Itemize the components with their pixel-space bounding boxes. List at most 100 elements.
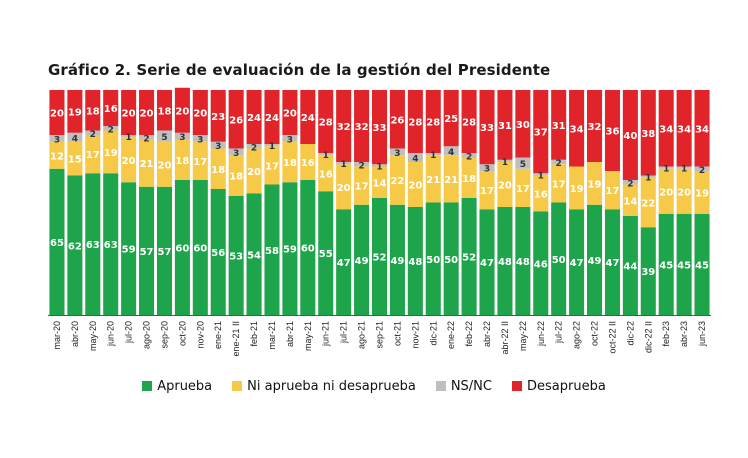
data-label-aprueba-jul-20: 59: [122, 245, 136, 256]
bar-segment-ns-nc-oct-21: [389, 148, 405, 156]
data-label-desaprueba-feb-22: 28: [462, 118, 476, 129]
data-label-aprueba-sep-21: 52: [373, 253, 387, 264]
x-tick-label-nov-21: nov-21: [410, 321, 420, 349]
bar-segment-ni-aprueba-ni-desaprueba-abr-22: [479, 171, 495, 210]
data-label-ns-nc-ene-21-ii: 3: [233, 149, 239, 159]
legend-swatch-ni-aprueba-ni-desaprueba: [232, 381, 243, 391]
x-tick-label-oct-22-ii: oct-22 II: [607, 321, 617, 354]
data-label-ni-aprueba-ni-desaprueba-ene-21-ii: 18: [229, 172, 243, 183]
data-label-desaprueba-ago-21: 32: [355, 122, 369, 133]
data-label-ni-aprueba-ni-desaprueba-abr-22: 17: [480, 186, 494, 197]
data-label-desaprueba-mar-20: 20: [50, 109, 64, 120]
bar-segment-desaprueba-dic-21: [425, 90, 441, 153]
bar-segment-ni-aprueba-ni-desaprueba-jun-20: [103, 130, 119, 174]
data-label-aprueba-oct-22-ii: 47: [605, 258, 619, 269]
data-label-ni-aprueba-ni-desaprueba-mar-21: 17: [265, 161, 279, 172]
x-tick-label-may-20: may-20: [88, 321, 98, 351]
bar-segment-ni-aprueba-ni-desaprueba-abr-23: [676, 168, 692, 214]
bar-segment-aprueba-jun-21: [318, 191, 334, 315]
data-label-ni-aprueba-ni-desaprueba-may-22: 17: [516, 184, 530, 195]
data-label-desaprueba-abr-22: 33: [480, 123, 494, 134]
bar-segment-ni-aprueba-ni-desaprueba-may-22: [515, 168, 531, 207]
x-tick-label-abr-22-ii: abr-22 II: [500, 321, 510, 355]
bar-segment-ni-aprueba-ni-desaprueba-jun-23: [694, 171, 710, 214]
x-tick-label-ago-20: ago-20: [142, 321, 152, 349]
data-label-desaprueba-jul-20: 20: [122, 109, 136, 120]
bar-segment-ni-aprueba-ni-desaprueba-nov-21: [407, 162, 423, 207]
bar-segment-aprueba-oct-21: [389, 204, 405, 315]
x-tick-label-feb-21: feb-21: [249, 321, 259, 347]
bar-segment-ns-nc-mar-21: [264, 144, 280, 147]
data-label-aprueba-feb-23: 45: [659, 260, 673, 271]
bar-segment-ns-nc-feb-22: [461, 153, 477, 158]
data-label-aprueba-oct-20: 60: [175, 244, 189, 255]
data-label-desaprueba-may-20: 18: [86, 106, 100, 117]
data-label-ni-aprueba-ni-desaprueba-mar-20: 12: [50, 151, 64, 162]
data-label-ni-aprueba-ni-desaprueba-oct-20: 18: [175, 156, 189, 167]
bar-segment-ns-nc-sep-20: [156, 130, 172, 142]
bar-segment-aprueba-jul-21: [336, 209, 352, 315]
data-label-aprueba-dic-22-ii: 39: [641, 267, 655, 278]
bar-segment-desaprueba-ene-21: [210, 90, 226, 142]
bar-segment-ni-aprueba-ni-desaprueba-sep-20: [156, 141, 172, 187]
data-label-desaprueba-oct-22: 32: [588, 122, 602, 133]
data-label-ni-aprueba-ni-desaprueba-feb-23: 20: [659, 187, 673, 198]
bar-segment-ni-aprueba-ni-desaprueba-ene-21-ii: [228, 155, 244, 196]
bar-segment-ni-aprueba-ni-desaprueba-abr-22-ii: [497, 162, 513, 207]
bar-segment-ni-aprueba-ni-desaprueba-oct-21: [389, 155, 405, 205]
data-label-desaprueba-ene-21: 23: [211, 112, 225, 123]
legend-swatch-aprueba: [142, 381, 153, 391]
data-label-ni-aprueba-ni-desaprueba-jun-23: 19: [695, 188, 709, 199]
data-label-ns-nc-nov-21: 4: [412, 155, 418, 165]
bar-segment-ni-aprueba-ni-desaprueba-jun-22: [533, 175, 549, 212]
bar-segment-desaprueba-nov-21: [407, 90, 423, 153]
x-tick-label-jul-22: jul-22: [554, 321, 564, 344]
x-tick-label-sep-20: sep-20: [159, 321, 169, 349]
x-tick-label-jun-20: jun-20: [106, 321, 116, 347]
data-label-desaprueba-dic-22-ii: 38: [641, 129, 655, 140]
legend-item-ns-nc: NS/NC: [435, 379, 492, 394]
data-label-ns-nc-jun-21: 1: [323, 151, 329, 161]
bar-segment-ni-aprueba-ni-desaprueba-sep-21: [371, 166, 388, 198]
data-label-ni-aprueba-ni-desaprueba-ago-21: 17: [355, 182, 369, 193]
x-tick-label-ago-21: ago-21: [357, 321, 367, 349]
x-tick-label-abr-20: abr-20: [70, 321, 80, 347]
bar-segment-desaprueba-sep-21: [371, 90, 388, 165]
bar-segment-aprueba-sep-20: [156, 186, 172, 315]
data-label-desaprueba-feb-23: 34: [659, 124, 673, 135]
legend-item-aprueba: Aprueba: [142, 379, 212, 394]
bar-segment-aprueba-oct-22: [587, 204, 603, 315]
bar-segment-aprueba-jun-23: [694, 213, 710, 315]
bar-segment-aprueba-mar-20: [49, 168, 65, 315]
bar-segment-desaprueba-jul-22: [551, 90, 567, 160]
data-label-aprueba-oct-21: 49: [390, 256, 404, 267]
bar-segment-ni-aprueba-ni-desaprueba-nov-20: [192, 141, 208, 180]
data-label-aprueba-dic-21: 50: [426, 255, 440, 266]
bar-segment-ns-nc-ago-20: [139, 135, 155, 140]
bar-segment-ns-nc-nov-20: [192, 135, 208, 142]
bar-segment-ns-nc-jun-20: [103, 126, 119, 131]
bar-segment-aprueba-jul-20: [121, 182, 137, 315]
bar-segment-ni-aprueba-ni-desaprueba-jul-22: [551, 164, 567, 203]
data-label-desaprueba-jun-20: 16: [104, 104, 118, 115]
data-label-desaprueba-nov-21: 28: [408, 118, 422, 129]
data-label-aprueba-mar-21: 58: [265, 246, 279, 257]
x-tick-label-dic-22-ii: dic-22 II: [643, 321, 653, 353]
bar-segment-aprueba-abr-23: [676, 213, 692, 315]
bar-segment-aprueba-sep-21: [371, 198, 388, 315]
data-label-desaprueba-jun-21: 28: [319, 118, 333, 129]
x-tick-label-jun-21: jun-21: [321, 321, 331, 347]
data-label-ni-aprueba-ni-desaprueba-jul-20: 20: [122, 156, 136, 167]
data-label-ns-nc-may-20: 2: [90, 130, 96, 140]
bar-segment-desaprueba-ago-20: [139, 90, 155, 135]
bar-segment-ns-nc-jul-20: [121, 135, 137, 138]
legend-label-ns-nc: NS/NC: [450, 379, 492, 394]
bar-segment-aprueba-ago-22: [569, 209, 585, 315]
x-tick-label-mar-21: mar-21: [267, 321, 277, 350]
x-tick-label-nov-20: nov-20: [195, 321, 205, 349]
bar-segment-ns-nc-ene-21-ii: [228, 148, 244, 156]
bars-layer: [49, 87, 710, 315]
bar-segment-aprueba-abr-20: [67, 175, 83, 315]
data-label-ni-aprueba-ni-desaprueba-abr-22-ii: 20: [498, 181, 512, 192]
